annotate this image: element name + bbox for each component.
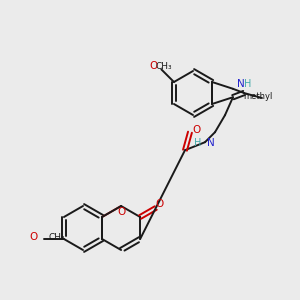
Text: N: N	[207, 138, 215, 148]
Text: O: O	[156, 199, 164, 209]
Text: H: H	[244, 79, 252, 89]
Text: CH₃: CH₃	[155, 62, 172, 71]
Text: H: H	[194, 138, 201, 148]
Text: N: N	[237, 79, 245, 89]
Text: O: O	[193, 125, 201, 135]
Text: O: O	[149, 61, 158, 71]
Text: O: O	[30, 232, 38, 242]
Text: O: O	[117, 207, 125, 217]
Text: CH₃: CH₃	[49, 232, 66, 242]
Text: methyl: methyl	[243, 92, 273, 100]
